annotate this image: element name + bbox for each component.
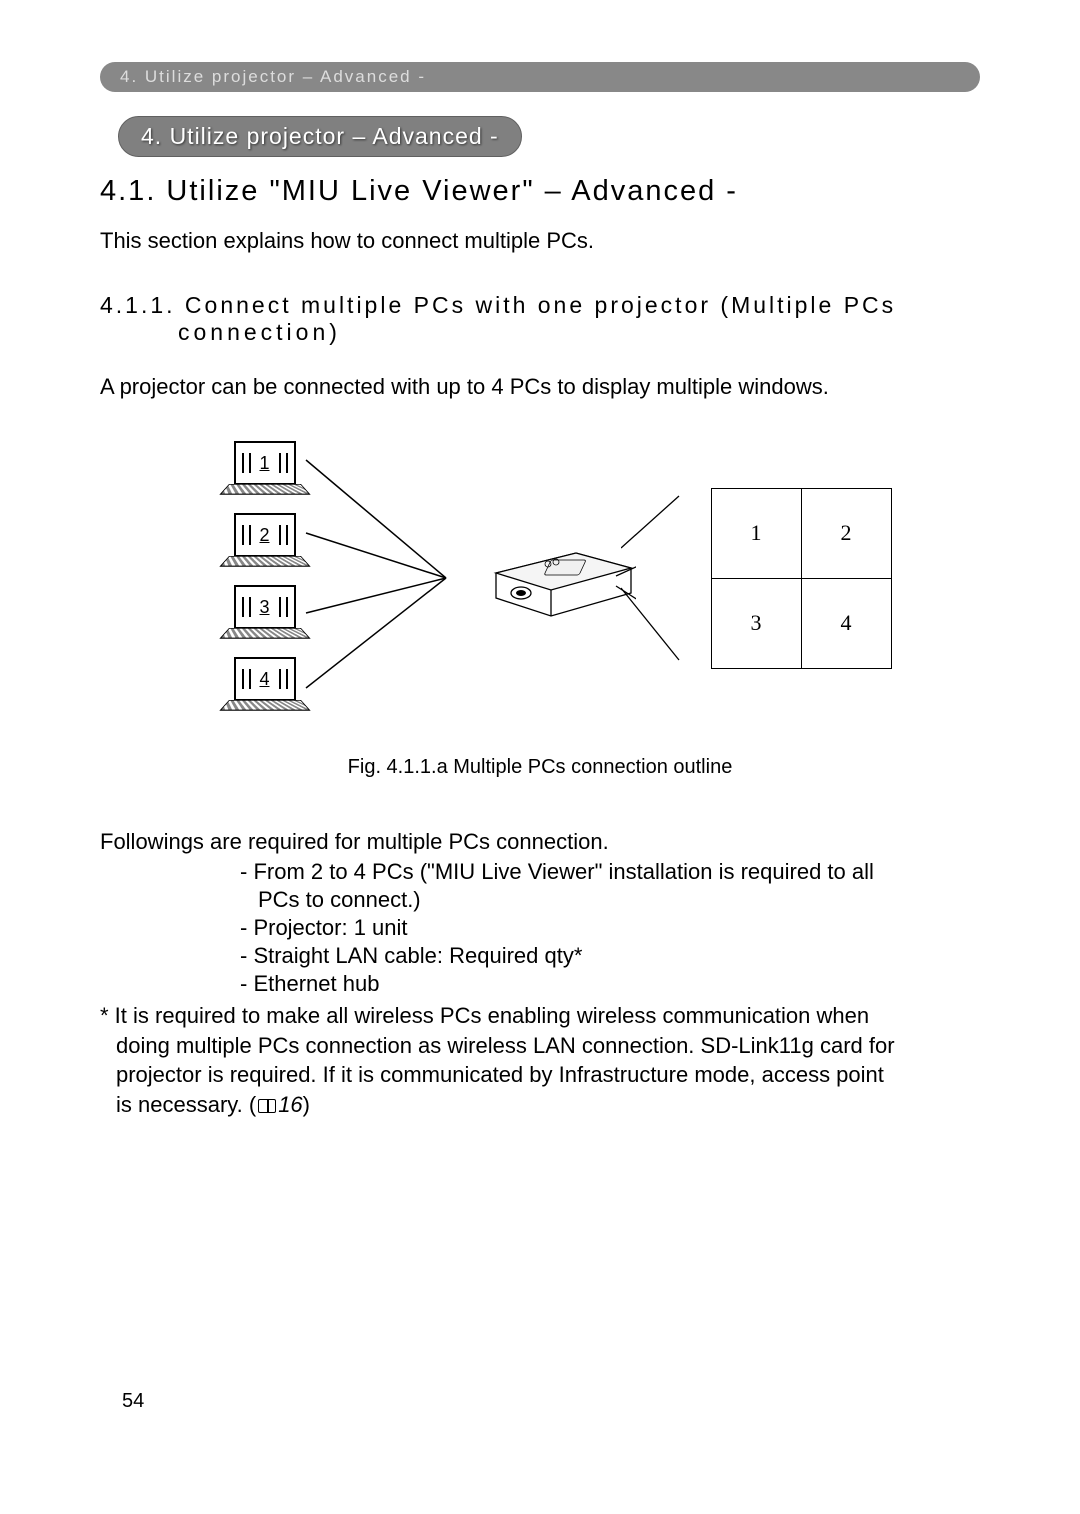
output-grid: 1 2 3 4 [711,488,892,669]
req-item-1b: PCs to connect.) [240,887,980,913]
grid-cell-2: 2 [801,488,891,578]
projection-lines [621,488,681,668]
footnote-ref: 16 [278,1092,302,1117]
section-title: 4.1. Utilize "MIU Live Viewer" – Advance… [100,175,980,208]
book-icon [258,1099,276,1113]
laptop-label-1: 1 [257,453,271,474]
req-item-3: - Straight LAN cable: Required qty* [240,943,980,969]
figure-caption: Fig. 4.1.1.a Multiple PCs connection out… [100,756,980,779]
footnote: * It is required to make all wireless PC… [100,1001,980,1120]
chapter-pill: 4. Utilize projector – Advanced - [118,116,522,157]
laptop-2: 2 [229,513,301,571]
req-item-4: - Ethernet hub [240,971,980,997]
laptop-3: 3 [229,585,301,643]
body-text-1: A projector can be connected with up to … [100,374,980,400]
laptop-label-4: 4 [257,669,271,690]
subsection-title: 4.1.1. Connect multiple PCs with one pro… [100,292,980,346]
subsection-line1: 4.1.1. Connect multiple PCs with one pro… [100,292,896,318]
intro-text: This section explains how to connect mul… [100,228,980,254]
requirements-list: - From 2 to 4 PCs ("MIU Live Viewer" ins… [100,859,980,997]
footnote-line1: * It is required to make all wireless PC… [100,1003,869,1028]
header-bar: 4. Utilize projector – Advanced - [100,62,980,92]
laptop-label-3: 3 [257,597,271,618]
grid-cell-4: 4 [801,578,891,668]
projector-icon [476,528,636,628]
grid-cell-1: 1 [711,488,801,578]
diagram: 1 2 3 4 [140,428,980,728]
laptop-label-2: 2 [257,525,271,546]
laptop-4: 4 [229,657,301,715]
req-item-1: - From 2 to 4 PCs ("MIU Live Viewer" ins… [240,859,980,885]
footnote-line4-suffix: ) [303,1092,310,1117]
laptop-1: 1 [229,441,301,499]
req-item-2: - Projector: 1 unit [240,915,980,941]
footnote-line3: projector is required. If it is communic… [100,1060,980,1090]
grid-cell-3: 3 [711,578,801,668]
footnote-line4-prefix: is necessary. ( [116,1092,256,1117]
laptop-stack: 1 2 3 4 [229,441,301,715]
requirements-intro: Followings are required for multiple PCs… [100,829,980,855]
footnote-line2: doing multiple PCs connection as wireles… [100,1031,980,1061]
connection-lines [301,428,461,728]
page-number: 54 [122,1390,980,1413]
subsection-line2: connection) [178,319,341,345]
